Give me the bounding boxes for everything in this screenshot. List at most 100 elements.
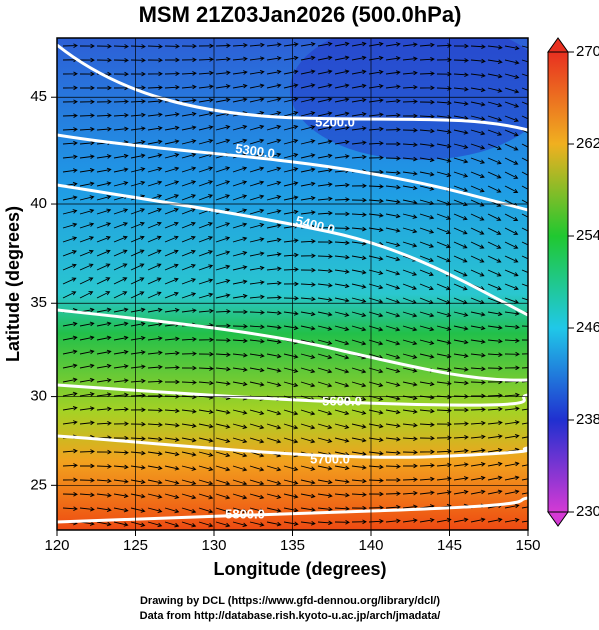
wind-arrow [470, 87, 486, 93]
wind-arrow [436, 353, 452, 359]
wind-arrow [130, 112, 146, 118]
wind-arrow [385, 339, 401, 346]
wind-arrow [164, 465, 180, 471]
wind-arrow [232, 367, 248, 372]
wind-arrow [419, 255, 434, 263]
wind-arrow [79, 168, 95, 173]
wind-arrow [96, 167, 112, 173]
wind-arrow [215, 309, 231, 314]
wind-arrow [62, 420, 78, 425]
wind-arrow [249, 493, 265, 500]
wind-arrow [62, 236, 78, 243]
wind-arrow [504, 227, 519, 235]
wind-arrow [62, 506, 78, 512]
wind-arrow [487, 255, 502, 263]
y-tick-label: 25 [30, 476, 47, 493]
wind-arrow [419, 213, 435, 220]
wind-arrow [232, 338, 248, 344]
wind-arrow [79, 420, 95, 426]
wind-arrow [147, 71, 163, 77]
wind-arrow [317, 83, 333, 89]
wind-arrow [181, 278, 197, 285]
wind-arrow [334, 41, 350, 47]
wind-arrow [436, 462, 452, 468]
wind-arrow [317, 167, 333, 173]
wind-arrow [521, 380, 528, 383]
wind-arrow [232, 409, 248, 415]
wind-arrow [181, 451, 197, 457]
x-tick-label: 140 [358, 537, 383, 554]
wind-arrow [181, 409, 197, 414]
wind-arrow [351, 478, 367, 484]
wind-arrow [300, 465, 316, 471]
wind-arrow [113, 407, 129, 412]
wind-arrow [402, 99, 418, 104]
wind-arrow [385, 367, 401, 374]
wind-arrow [504, 59, 520, 65]
wind-arrow [317, 493, 333, 498]
wind-arrow [130, 335, 146, 341]
wind-arrow [300, 181, 316, 187]
wind-arrow [436, 213, 452, 220]
wind-arrow [198, 521, 214, 528]
wind-arrow [317, 465, 333, 471]
wind-arrow [232, 521, 248, 528]
wind-arrow [232, 479, 248, 486]
wind-arrow [249, 521, 265, 527]
contours [57, 43, 528, 524]
wind-arrow [317, 196, 333, 202]
wind-arrow [164, 263, 179, 271]
wind-arrow [453, 255, 468, 263]
wind-arrow [79, 291, 94, 299]
wind-arrow [487, 241, 502, 249]
wind-arrow [130, 221, 145, 229]
wind-arrow [181, 180, 197, 187]
wind-arrow [385, 241, 401, 247]
wind-arrow [130, 99, 146, 104]
wind-arrow [130, 277, 145, 285]
wind-arrow [164, 336, 180, 342]
wind-arrow [504, 489, 520, 495]
wind-arrow [300, 381, 316, 388]
wind-arrow [215, 451, 231, 458]
wind-arrow [79, 263, 94, 271]
wind-arrow [504, 351, 520, 357]
contour-label: 5700.0 [310, 451, 350, 466]
colorbar-tick-label: 254 [576, 227, 599, 244]
wind-arrow [181, 221, 196, 229]
wind-arrow [283, 69, 299, 75]
wind-arrow [266, 237, 282, 243]
wind-arrow [317, 479, 333, 485]
wind-arrow [164, 422, 180, 428]
wind-arrow [164, 194, 180, 201]
wind-arrow [62, 363, 78, 369]
wind-arrow [317, 311, 333, 317]
wind-arrow [504, 475, 520, 481]
wind-arrow [402, 113, 418, 119]
wind-arrow [453, 171, 469, 178]
wind-arrow [62, 209, 78, 215]
wind-arrow [334, 409, 350, 416]
wind-arrow [79, 463, 95, 469]
wind-arrow [283, 209, 299, 215]
wind-arrow [147, 364, 163, 370]
wind-arrow [164, 139, 180, 145]
wind-arrow [504, 255, 519, 263]
wind-arrow [487, 447, 503, 453]
wind-arrow [470, 352, 486, 358]
wind-arrow [436, 129, 452, 134]
wind-arrow [487, 185, 502, 193]
y-tick-label: 40 [30, 195, 47, 212]
wind-arrow [419, 241, 435, 248]
wind-arrow [300, 41, 316, 47]
wind-arrow [113, 421, 129, 427]
wind-arrow [470, 517, 486, 523]
wind-arrow [79, 57, 95, 63]
wind-arrow [181, 308, 197, 313]
wind-arrow [62, 250, 77, 257]
wind-arrow [249, 166, 265, 173]
footer: Data from http://database.rish.kyoto-u.a… [140, 610, 441, 622]
wind-arrow [470, 475, 486, 481]
wind-arrow [266, 209, 282, 215]
wind-arrow [402, 422, 418, 428]
